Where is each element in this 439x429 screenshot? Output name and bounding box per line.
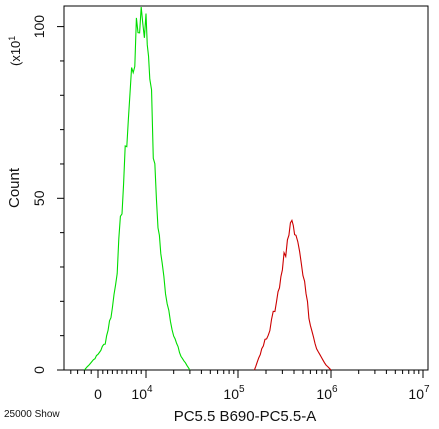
y-multiplier-text: (x10 [8, 41, 23, 66]
x-tick-label: 105 [223, 384, 245, 402]
y-tick-label: 50 [31, 190, 47, 206]
x-tick-base: 0 [94, 386, 102, 402]
x-tick-base: 10 [131, 386, 147, 402]
histogram-series-2 [254, 220, 331, 370]
y-tick-label: 0 [31, 366, 47, 374]
events-shown-label: 25000 Show [4, 409, 60, 420]
y-multiplier-exponent: 1 [7, 36, 17, 41]
x-tick-exponent: 6 [332, 384, 338, 395]
x-tick-label: 0 [94, 386, 102, 402]
histogram-series-1 [84, 7, 189, 370]
x-tick-base: 10 [316, 386, 332, 402]
plot-frame [64, 6, 428, 370]
y-axis: 0 50 100 [31, 15, 64, 374]
x-tick-label: 104 [131, 384, 153, 402]
x-tick-base: 10 [408, 386, 424, 402]
y-axis-label: Count [6, 167, 23, 208]
series-layer [84, 7, 331, 370]
x-tick-exponent: 7 [424, 384, 430, 395]
x-tick-label: 107 [408, 384, 430, 402]
y-multiplier-label: (x101 [7, 36, 23, 66]
y-tick-label: 100 [31, 15, 47, 39]
x-tick-label: 106 [316, 384, 338, 402]
x-tick-exponent: 5 [239, 384, 245, 395]
x-tick-base: 10 [223, 386, 239, 402]
x-tick-exponent: 4 [147, 384, 153, 395]
x-axis-label: PC5.5 B690-PC5.5-A [174, 408, 317, 425]
x-axis: 0 104 105 106 107 [71, 370, 430, 402]
